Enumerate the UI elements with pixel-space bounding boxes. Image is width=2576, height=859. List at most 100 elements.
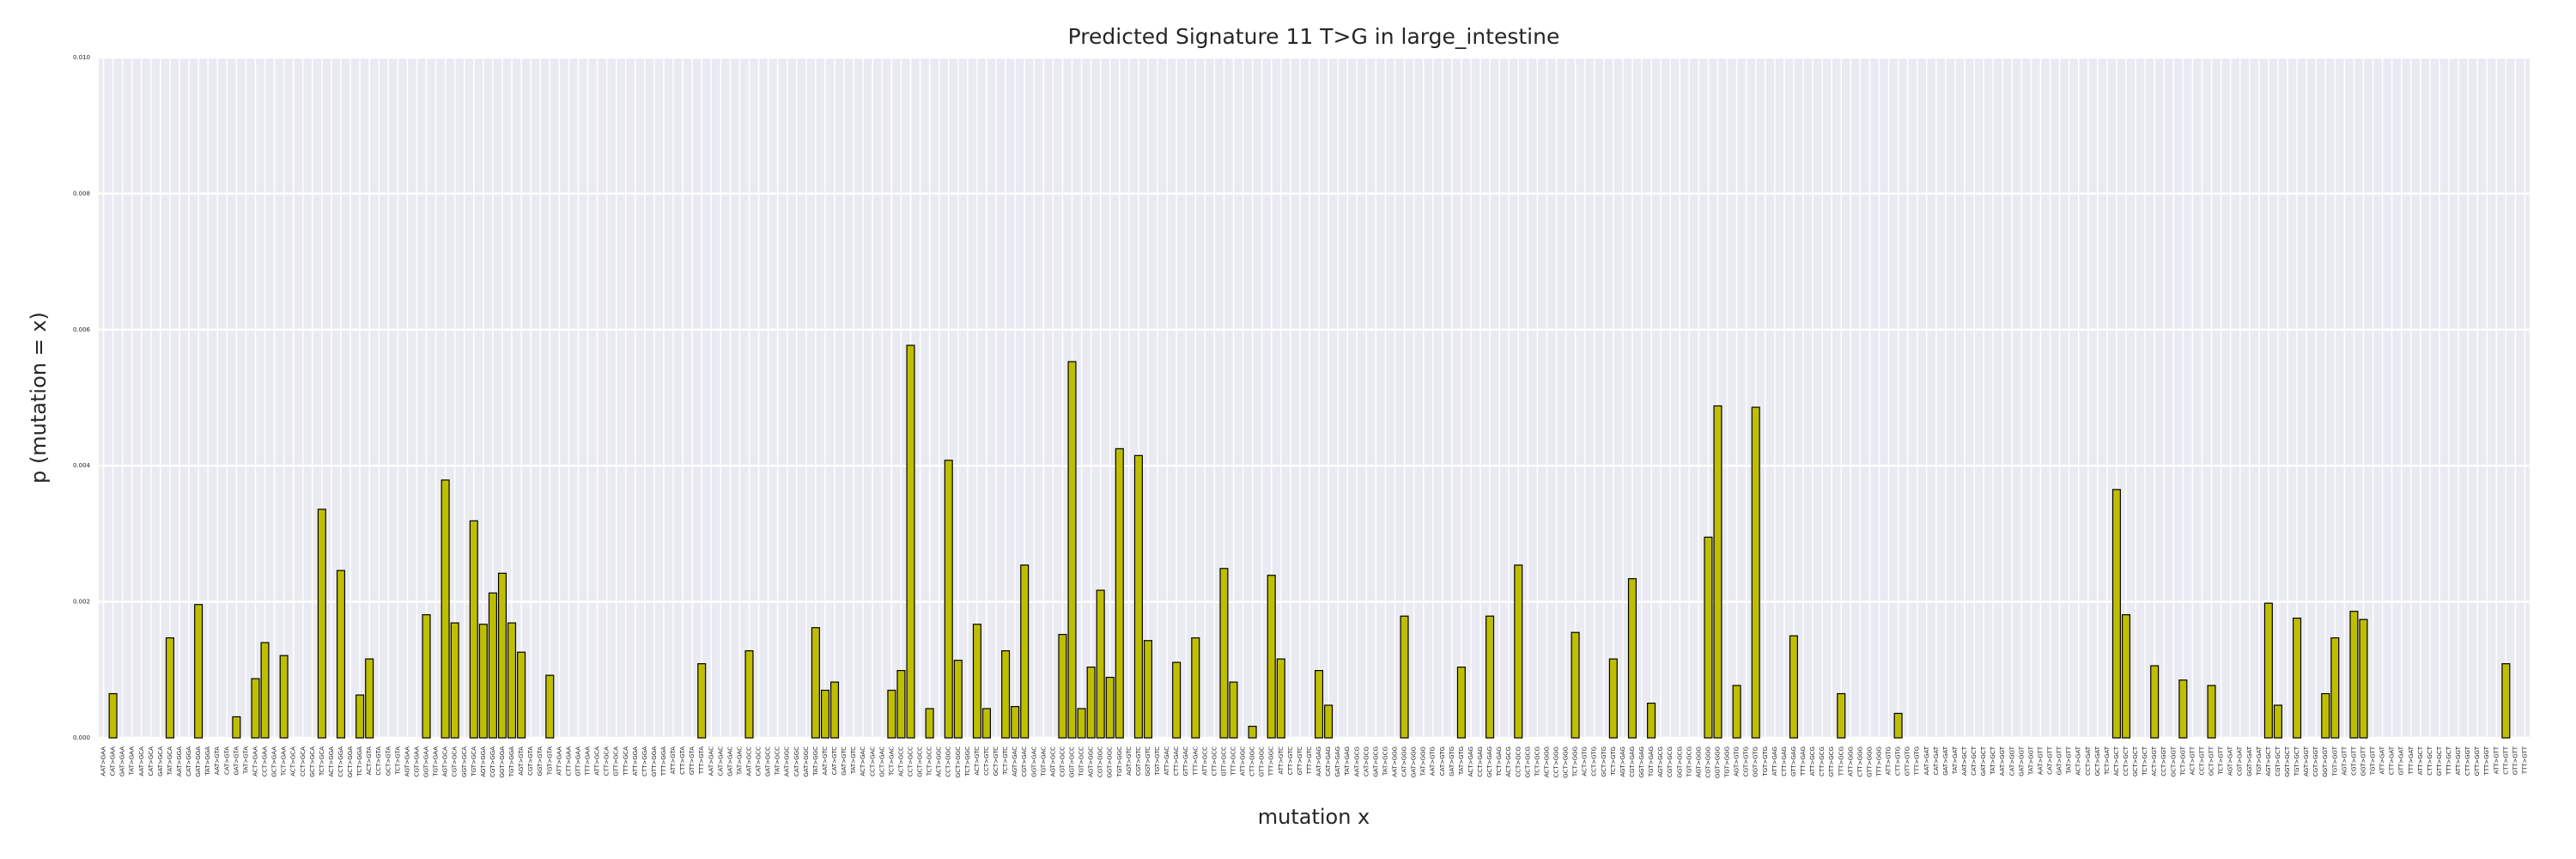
bar xyxy=(488,592,497,739)
x-tick-label: CCT>GAG xyxy=(1477,746,1484,777)
bar xyxy=(2330,637,2340,739)
x-tick-label: GGT>GCG xyxy=(1676,746,1683,777)
x-tick-label: TGT>GAT xyxy=(2256,746,2263,776)
x-tick-label: CGT>GAC xyxy=(1021,746,1028,777)
x-tick-label: GTT>GCT xyxy=(2436,746,2443,776)
x-tick-label: AGT>GGT xyxy=(2303,746,2310,777)
x-tick-label: TTT>GCC xyxy=(1230,746,1237,777)
x-tick-label: AAT>GTG xyxy=(1430,746,1437,776)
x-tick-label: GAT>GGC xyxy=(803,746,810,777)
bar xyxy=(440,479,450,739)
x-tick-label: ACT>GTG xyxy=(1582,746,1589,777)
x-tick-label: AAT>GCA xyxy=(138,746,145,777)
x-tick-label: CTT>GGA xyxy=(641,746,648,777)
bar xyxy=(2111,489,2121,739)
x-tick-label: GCT>GTA xyxy=(385,746,392,776)
bar xyxy=(1276,658,1285,739)
x-tick-label: GGT>GAG xyxy=(1638,746,1645,777)
x-tick-label: CTT>GAA xyxy=(565,746,572,777)
bar xyxy=(1837,692,1846,739)
x-tick-label: GGT>GTC xyxy=(1145,746,1151,777)
x-tick-label: GCT>GTT xyxy=(2208,746,2215,776)
bar xyxy=(1608,658,1618,739)
x-tick-label: CCT>GAT xyxy=(2085,746,2092,776)
bar xyxy=(820,689,830,739)
x-tick-label: AGT>GCT xyxy=(2265,746,2272,776)
x-tick-label: CCT>GTT xyxy=(2198,746,2205,775)
x-tick-label: GTT>GGG xyxy=(1866,746,1873,777)
x-tick-label: ATT>GGG xyxy=(1847,746,1854,777)
x-tick-label: TTT>GCA xyxy=(623,746,629,777)
x-tick-label: ACT>GGC xyxy=(936,746,943,777)
x-tick-label: TGT>GGA xyxy=(508,746,515,777)
x-tick-label: TCT>GTA xyxy=(394,746,401,776)
bar xyxy=(1400,615,1409,739)
x-tick-label: GTT>GAG xyxy=(1790,746,1797,777)
bar xyxy=(953,660,963,739)
bar xyxy=(1001,650,1011,739)
bar xyxy=(1704,536,1713,739)
x-tick-label: GCT>GTC xyxy=(993,746,999,776)
y-tick-label: 0.006 xyxy=(73,326,91,333)
bar xyxy=(355,694,365,739)
x-tick-label: GAT>GCT xyxy=(1980,746,1987,776)
x-tick-label: AGT>GTG xyxy=(1734,746,1741,777)
x-tick-label: CAT>GCC xyxy=(756,746,762,777)
x-tick-label: AGT>GCA xyxy=(442,746,449,777)
x-tick-label: TAT>GTC xyxy=(850,746,857,775)
bar xyxy=(2207,685,2216,739)
bar xyxy=(469,520,478,739)
x-tick-label: ACT>GCA xyxy=(290,746,297,777)
x-tick-label: CTT>GCT xyxy=(2427,746,2433,775)
bar xyxy=(1191,637,1200,739)
grid xyxy=(99,56,2530,740)
x-tick-label: CAT>GAC xyxy=(717,746,724,776)
bar xyxy=(2150,665,2160,739)
x-tick-label: CTT>GTG xyxy=(1895,746,1902,776)
x-tick-label: CAT>GTT xyxy=(2047,746,2054,775)
x-tick-label: TGT>GAC xyxy=(1040,746,1047,777)
x-tick-label: GTT>GGC xyxy=(1259,746,1266,777)
x-tick-label: GCT>GTG xyxy=(1601,746,1607,777)
x-tick-label: ATT>GAT xyxy=(2379,746,2386,774)
x-tick-label: CAT>GGA xyxy=(185,746,192,777)
x-tick-label: TAT>GGA xyxy=(204,746,211,777)
x-tick-label: TGT>GGG xyxy=(1724,746,1731,778)
x-tick-label: TGT>GTT xyxy=(2370,746,2377,776)
bar xyxy=(1324,704,1334,739)
x-tick-label: CTT>GAT xyxy=(2389,746,2396,775)
x-tick-label: GGT>GTA xyxy=(537,746,544,777)
bar xyxy=(1571,631,1580,739)
bar xyxy=(1315,669,1324,739)
x-tick-label: CCT>GCC xyxy=(908,746,914,777)
x-tick-label: ACT>GAA xyxy=(252,746,258,777)
x-tick-label: GTT>GTA xyxy=(689,746,696,775)
x-tick-label: GTT>GGA xyxy=(651,746,658,777)
y-tick-label: 0.010 xyxy=(73,54,90,61)
x-tick-label: ACT>GTA xyxy=(366,746,373,776)
bar xyxy=(1020,564,1030,739)
x-tick-label: TTT>GAT xyxy=(2408,746,2415,775)
x-tick-label: AGT>GGA xyxy=(480,746,487,777)
x-tick-label: TCT>GAA xyxy=(281,746,288,777)
x-tick-label: CCT>GAA xyxy=(262,746,269,777)
x-tick-label: GTT>GAC xyxy=(1182,746,1189,777)
x-tick-label: TAT>GGG xyxy=(1420,746,1427,777)
x-tick-label: ACT>GAG xyxy=(1467,746,1474,777)
bar xyxy=(279,655,289,739)
x-tick-label: CGT>GGA xyxy=(489,746,496,777)
x-tick-label: CGT>GTA xyxy=(527,746,534,776)
bar xyxy=(545,674,555,739)
bar xyxy=(2501,663,2511,739)
x-tick-label: GAT>GTT xyxy=(2057,746,2063,775)
x-tick-label: GAT>GGG xyxy=(1411,746,1418,777)
x-tick-label: ACT>GTC xyxy=(974,746,981,776)
bar xyxy=(1456,667,1466,739)
x-tick-label: AGT>GCC xyxy=(1049,746,1056,777)
x-tick-label: GGT>GGC xyxy=(1107,746,1114,778)
x-tick-label: TCT>GAC xyxy=(888,746,895,777)
x-tick-label: CCT>GGT xyxy=(2160,746,2167,777)
plot-background xyxy=(99,58,2530,738)
x-tick-label: ATT>GAC xyxy=(1163,746,1170,776)
x-tick-label: TAT>GAG xyxy=(1344,746,1351,777)
